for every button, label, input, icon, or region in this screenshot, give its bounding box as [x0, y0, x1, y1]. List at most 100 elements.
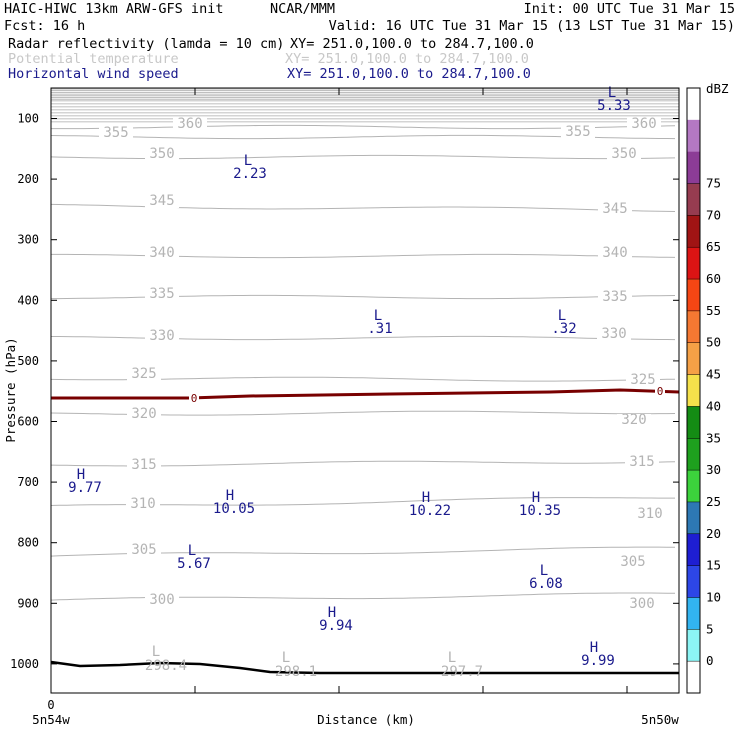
- colorbar-frame: [686, 87, 701, 694]
- wind-extremum-kind: L: [244, 153, 252, 169]
- colorbar-tick-label: 25: [706, 494, 721, 509]
- freezing-level: 00: [51, 385, 680, 405]
- theta-label-bg: [607, 148, 641, 161]
- colorbar-tick-label: 75: [706, 176, 721, 191]
- theta-label: 315: [629, 454, 654, 470]
- theta-label: 310: [637, 506, 662, 522]
- colorbar-tick-label: 45: [706, 367, 721, 382]
- stratosphere-contours: [51, 88, 679, 123]
- theta-label-bg: [625, 456, 659, 469]
- colorbar-segment: [687, 342, 700, 375]
- colorbar-tick-label: 20: [706, 526, 721, 541]
- wind-extremum-kind: H: [532, 490, 540, 506]
- y-tick-label: 200: [17, 172, 39, 186]
- colorbar-tick-label: 55: [706, 303, 721, 318]
- theta-label-bg: [597, 328, 631, 341]
- colorbar-segment: [687, 501, 700, 535]
- theta-label-bg: [145, 594, 179, 607]
- theta-label: 325: [630, 372, 655, 388]
- forecast-hour: Fcst: 16 h: [4, 18, 85, 34]
- colorbar-segment: [687, 183, 700, 216]
- colorbar-tick-label: 15: [706, 558, 721, 573]
- theta-label: 350: [149, 146, 174, 162]
- colorbar-tick-label: 70: [706, 207, 721, 222]
- theta-label: 330: [601, 326, 626, 342]
- y-tick-label: 900: [17, 596, 39, 610]
- colorbar-tick-label: 5: [706, 621, 714, 636]
- wind-extremum-kind: H: [226, 488, 234, 504]
- freezing-label: 0: [191, 392, 198, 405]
- theta-label-bg: [598, 291, 632, 304]
- theta-label: 350: [611, 146, 636, 162]
- theta-label: 335: [602, 289, 627, 305]
- theta-label-bg: [145, 195, 179, 208]
- wind-extremum-kind: H: [328, 605, 336, 621]
- theta-extremum-value: 298.4: [145, 658, 187, 674]
- wind-extremum-value: .32: [551, 321, 576, 337]
- y-tick-label: 600: [17, 415, 39, 429]
- theta-label-bg: [626, 374, 660, 387]
- wind-extremum-value: 9.94: [319, 618, 353, 634]
- field3-xy: XY= 251.0,100.0 to 284.7,100.0: [287, 66, 531, 82]
- theta-label-bg: [598, 203, 632, 216]
- x-axis: [50, 88, 628, 693]
- colorbar-tick-label: 40: [706, 398, 721, 413]
- colorbar-segment: [687, 438, 700, 471]
- colorbar-segment: [687, 406, 700, 439]
- colorbar-segment: [687, 470, 700, 503]
- colorbar-segment: [687, 629, 700, 662]
- wind-extremum-kind: L: [558, 308, 566, 324]
- y-axis: 100 200 300 400 500 600 700 800 900 1000: [10, 112, 679, 671]
- colorbar-tick-label: 50: [706, 335, 721, 350]
- colorbar-segment: [687, 374, 700, 407]
- y-tick-label: 300: [17, 233, 39, 247]
- wind-extremum-kind: L: [374, 308, 382, 324]
- freezing-label-bg: [655, 385, 665, 397]
- valid-time: Valid: 16 UTC Tue 31 Mar 15 (13 LST Tue …: [329, 18, 735, 34]
- colorbar-segment: [687, 597, 700, 630]
- theta-label-bg: [145, 148, 179, 161]
- theta-extremum-value: 298.1: [275, 664, 317, 680]
- theta-label-bg: [127, 408, 161, 421]
- freezing-label-bg: [189, 392, 199, 404]
- freezing-label: 0: [657, 385, 664, 398]
- field2-xy: XY= 251.0,100.0 to 284.7,100.0: [285, 51, 529, 67]
- theta-label-bg: [627, 118, 661, 131]
- x-axis-title: Distance (km): [317, 712, 415, 727]
- y-tick-label: 1000: [10, 657, 39, 671]
- wind-extremum-value: .31: [367, 321, 392, 337]
- wind-extremum-kind: L: [608, 85, 616, 101]
- theta-extremum-kind: L: [152, 644, 160, 660]
- theta-label: 355: [103, 125, 128, 141]
- theta-label: 355: [565, 124, 590, 140]
- colorbar-segment: [687, 279, 700, 312]
- theta-label: 345: [149, 193, 174, 209]
- field1-xy: XY= 251.0,100.0 to 284.7,100.0: [290, 36, 534, 52]
- theta-label: 315: [131, 457, 156, 473]
- field2-name: Potential temperature: [8, 51, 179, 67]
- theta-label-bg: [616, 556, 650, 569]
- wind-extremum-value: 10.05: [213, 501, 255, 517]
- theta-label: 300: [629, 596, 654, 612]
- y-axis-title: Pressure (hPa): [3, 337, 18, 442]
- theta-label: 320: [621, 412, 646, 428]
- ground-line: [50, 660, 679, 675]
- wind-extremum-kind: L: [188, 543, 196, 559]
- colorbar-tick-label: 0: [706, 653, 714, 668]
- theta-label: 360: [631, 116, 656, 132]
- theta-label: 320: [131, 406, 156, 422]
- wind-extremum-value: 10.22: [409, 503, 451, 519]
- wind-extremum-value: 9.77: [68, 480, 102, 496]
- theta-label-bg: [145, 247, 179, 260]
- theta-label-bg: [617, 414, 651, 427]
- theta-label-bg: [145, 288, 179, 301]
- theta-extremum-kind: L: [282, 650, 290, 666]
- field3-name: Horizontal wind speed: [8, 66, 179, 82]
- theta-label: 360: [177, 116, 202, 132]
- colorbar-tick-label: 30: [706, 462, 721, 477]
- init-time: Init: 00 UTC Tue 31 Mar 15: [524, 1, 735, 17]
- wind-extremum-kind: H: [590, 640, 598, 656]
- theta-label-bg: [598, 247, 632, 260]
- y-tick-label: 400: [17, 293, 39, 307]
